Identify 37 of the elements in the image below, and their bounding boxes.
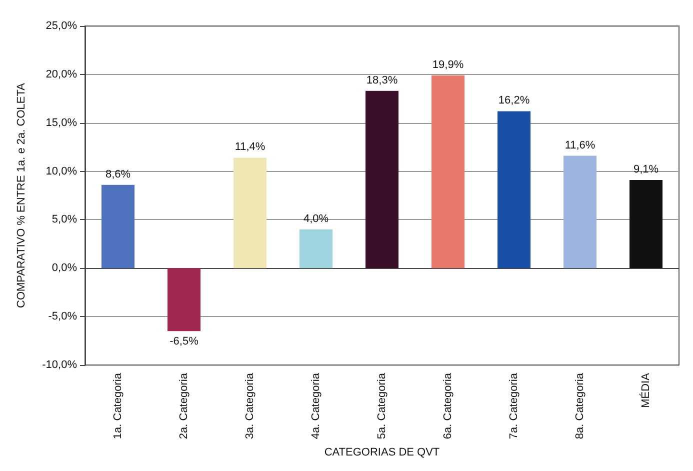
bar — [564, 156, 596, 268]
y-tick-label: -10,0% — [42, 359, 78, 372]
x-tick-label: 4a. Categoria — [310, 372, 322, 440]
y-axis-title: COMPARATIVO % ENTRE 1a. e 2a. COLETA — [16, 82, 28, 308]
bar — [102, 184, 134, 268]
bar — [630, 180, 662, 268]
y-tick-label: 20,0% — [46, 68, 78, 80]
y-tick-label: 10,0% — [46, 165, 78, 178]
x-tick-label: 7a. Categoria — [508, 372, 520, 440]
data-label: 19,9% — [432, 58, 464, 71]
data-label: 16,2% — [498, 94, 530, 107]
data-label: 18,3% — [366, 74, 398, 86]
x-tick-label: 3a. Categoria — [244, 372, 256, 440]
y-tick-label: 0,0% — [52, 262, 78, 274]
bar — [366, 90, 398, 268]
bar — [168, 268, 200, 332]
bar — [498, 111, 530, 268]
data-label: 11,6% — [564, 139, 596, 152]
x-tick-label: 1a. Categoria — [112, 372, 124, 440]
x-tick-label: 2a. Categoria — [178, 372, 190, 440]
x-axis-title: CATEGORIAS DE QVT — [324, 446, 440, 458]
y-tick-label: 15,0% — [46, 116, 78, 129]
x-tick-label: 8a. Categoria — [574, 372, 586, 440]
x-tick-label: 6a. Categoria — [442, 372, 454, 440]
y-tick-label: 5,0% — [52, 214, 78, 226]
x-tick-label: 5a. Categoria — [376, 372, 388, 440]
data-label: 9,1% — [633, 164, 659, 176]
bar — [300, 229, 332, 268]
y-tick-label: -5,0% — [48, 310, 78, 323]
data-label: 4,0% — [303, 212, 329, 225]
bar — [432, 75, 464, 268]
data-label: -6,5% — [170, 336, 199, 348]
y-tick-label: 25,0% — [46, 20, 78, 32]
data-label: 11,4% — [234, 141, 266, 154]
data-label: 8,6% — [105, 168, 131, 180]
x-tick-label: MÉDIA — [639, 372, 652, 408]
bar — [234, 158, 266, 268]
